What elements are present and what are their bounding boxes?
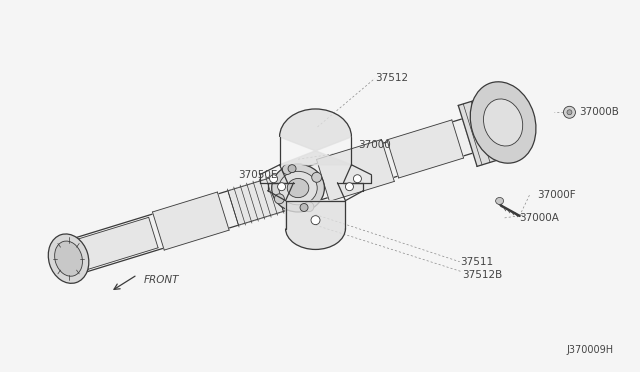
Ellipse shape — [280, 182, 290, 192]
Text: 37000F: 37000F — [538, 190, 576, 200]
Polygon shape — [228, 177, 284, 225]
Ellipse shape — [288, 165, 296, 173]
Polygon shape — [63, 111, 498, 276]
Ellipse shape — [269, 175, 278, 183]
Ellipse shape — [287, 179, 309, 198]
Ellipse shape — [300, 203, 308, 211]
Text: FRONT: FRONT — [143, 275, 179, 285]
Text: 37512: 37512 — [375, 73, 408, 83]
Polygon shape — [285, 201, 346, 249]
Text: 37512B: 37512B — [461, 270, 502, 280]
Text: 37000: 37000 — [358, 140, 390, 150]
Ellipse shape — [304, 202, 314, 212]
Polygon shape — [387, 120, 463, 178]
Polygon shape — [458, 90, 527, 166]
Text: 37000A: 37000A — [520, 213, 559, 223]
Ellipse shape — [470, 82, 536, 163]
Ellipse shape — [563, 106, 575, 118]
Ellipse shape — [272, 164, 324, 212]
Ellipse shape — [279, 171, 317, 205]
Ellipse shape — [54, 241, 83, 276]
Text: J370009H: J370009H — [566, 344, 614, 355]
Text: 37511: 37511 — [460, 257, 493, 267]
Ellipse shape — [312, 172, 322, 182]
Polygon shape — [317, 140, 394, 201]
Ellipse shape — [275, 194, 284, 204]
Ellipse shape — [48, 234, 89, 283]
Ellipse shape — [353, 175, 362, 183]
Polygon shape — [152, 192, 229, 250]
Polygon shape — [79, 217, 158, 269]
Text: 37050E: 37050E — [238, 170, 278, 180]
Text: 37000B: 37000B — [579, 107, 620, 117]
Ellipse shape — [282, 164, 292, 174]
Ellipse shape — [483, 99, 523, 146]
Polygon shape — [463, 108, 513, 152]
Ellipse shape — [346, 183, 353, 191]
Ellipse shape — [283, 185, 287, 189]
Ellipse shape — [495, 198, 504, 205]
Ellipse shape — [311, 216, 320, 225]
Ellipse shape — [278, 183, 285, 191]
Ellipse shape — [567, 110, 572, 115]
Polygon shape — [280, 109, 351, 165]
